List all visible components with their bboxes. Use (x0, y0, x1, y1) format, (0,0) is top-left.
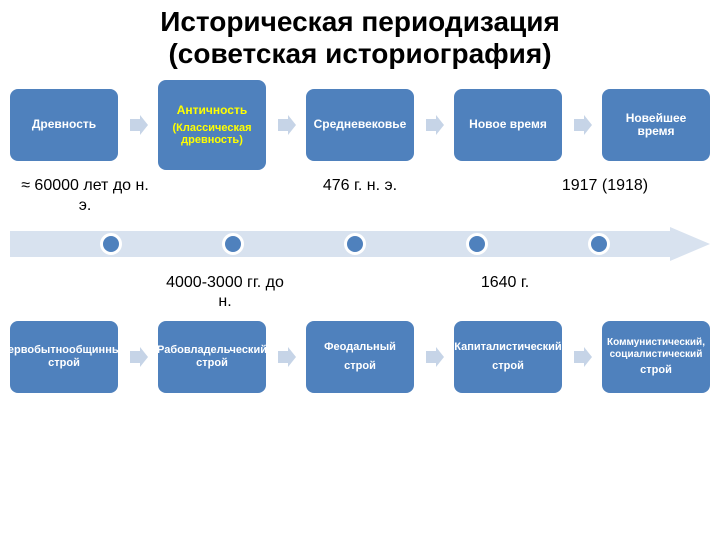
formation-label-2: строй (344, 360, 376, 373)
formation-label-2: строй (492, 360, 524, 373)
formation-box-feudal: Феодальный строй (306, 321, 414, 393)
formation-box-slave: Рабовладельческий строй (158, 321, 266, 393)
timeline-dot (100, 233, 122, 255)
formation-label: Рабовладельческий строй (157, 344, 267, 369)
period-label-sub: (Классическая древность) (162, 122, 262, 147)
timeline-dots (10, 219, 710, 269)
formation-label: Первобытнообщинный строй (0, 344, 128, 369)
formation-label-2: строй (640, 364, 672, 377)
arrow-icon (126, 345, 150, 369)
timeline-dot (466, 233, 488, 255)
arrow-icon (422, 113, 446, 137)
arrow-icon (126, 113, 150, 137)
period-label: Древность (32, 118, 96, 132)
arrow-icon (570, 113, 594, 137)
formation-label-1: Коммунистический, социалистический (606, 337, 706, 360)
formation-box-capitalist: Капиталистический строй (454, 321, 562, 393)
period-box-ancient: Древность (10, 89, 118, 161)
timeline (10, 219, 710, 269)
date-label: 1640 г. (440, 273, 570, 311)
bottom-formation-row: Первобытнообщинный строй Рабовладельческ… (0, 321, 720, 393)
timeline-dot (222, 233, 244, 255)
arrow-icon (274, 345, 298, 369)
date-label: 4000-3000 гг. до н. (160, 273, 290, 311)
formation-label-1: Капиталистический (454, 341, 561, 354)
date-label: 476 г. н. э. (295, 176, 425, 214)
period-box-contemporary: Новейшее время (602, 89, 710, 161)
period-label: Новое время (469, 118, 547, 132)
timeline-dot (344, 233, 366, 255)
title-line-1: Историческая периодизация (0, 6, 720, 38)
arrow-icon (274, 113, 298, 137)
period-label: Новейшее время (606, 112, 706, 140)
upper-date-labels: ≈ 60000 лет до н. э. 476 г. н. э. 1917 (… (0, 176, 720, 214)
period-label-title: Античность (177, 104, 247, 118)
arrow-icon (422, 345, 446, 369)
period-label: Средневековье (314, 118, 407, 132)
arrow-icon (570, 345, 594, 369)
top-period-row: Древность Античность (Классическая древн… (0, 80, 720, 174)
title-line-2: (советская историография) (0, 38, 720, 70)
period-box-medieval: Средневековье (306, 89, 414, 161)
period-box-antiquity: Античность (Классическая древность) (158, 80, 266, 170)
lower-date-labels: 4000-3000 гг. до н. 1640 г. (0, 273, 720, 311)
formation-box-communist: Коммунистический, социалистический строй (602, 321, 710, 393)
date-label: 1917 (1918) (540, 176, 670, 214)
page-title: Историческая периодизация (советская ист… (0, 0, 720, 80)
timeline-dot (588, 233, 610, 255)
formation-box-primitive: Первобытнообщинный строй (10, 321, 118, 393)
date-label: ≈ 60000 лет до н. э. (20, 176, 150, 214)
formation-label-1: Феодальный (324, 341, 396, 354)
period-box-modern: Новое время (454, 89, 562, 161)
